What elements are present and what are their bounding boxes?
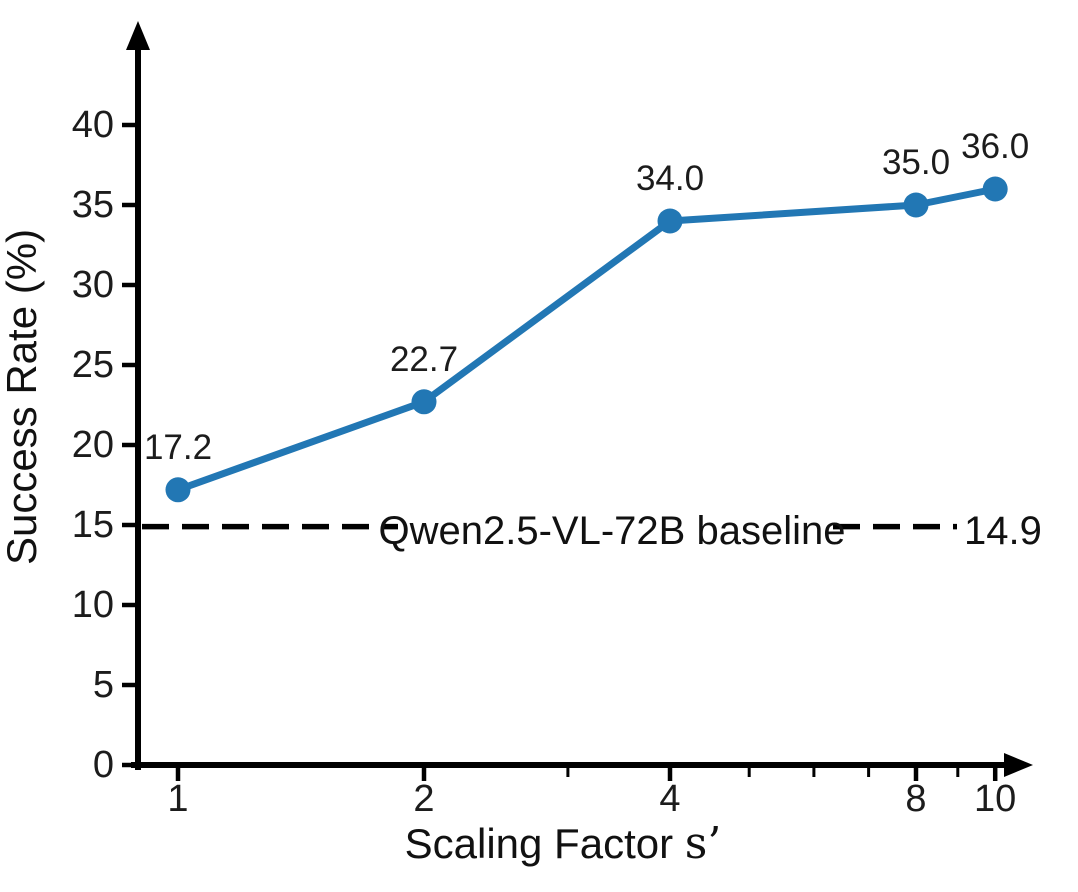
y-tick-label: 40 — [72, 104, 114, 146]
data-point — [411, 389, 437, 415]
x-axis-title-text: Scaling Factor — [405, 820, 685, 867]
y-tick-label: 25 — [72, 344, 114, 386]
x-axis-arrow-icon — [1004, 753, 1033, 777]
y-tick-label: 30 — [72, 264, 114, 306]
x-tick-label: 10 — [974, 778, 1016, 820]
data-point-label: 35.0 — [882, 143, 950, 182]
y-tick-label: 5 — [93, 664, 114, 706]
y-axis-arrow-icon — [126, 21, 150, 50]
x-axis-title: Scaling Factor s’ — [405, 818, 722, 869]
x-tick-label: 8 — [905, 778, 926, 820]
data-point-label: 22.7 — [390, 340, 458, 379]
chart-generated-layer: 17.2 22.7 34.0 35.0 36.0 1 2 4 8 10 0 5 10 15 20 25 30 35… — [72, 21, 1033, 820]
y-tick-label: 0 — [93, 744, 114, 786]
y-tick-label: 35 — [72, 184, 114, 226]
data-point — [903, 192, 929, 218]
x-tick-label: 2 — [413, 778, 434, 820]
x-tick-label: 1 — [167, 778, 188, 820]
data-point — [982, 176, 1008, 202]
y-tick-label: 15 — [72, 504, 114, 546]
series-line — [174, 185, 999, 494]
y-tick-label: 20 — [72, 424, 114, 466]
x-tick-label: 4 — [659, 778, 680, 820]
x-axis-title-math-var: s’ — [685, 818, 722, 869]
data-point-label: 36.0 — [961, 127, 1029, 166]
data-point — [165, 477, 191, 503]
y-tick-label: 10 — [72, 584, 114, 626]
data-point-label: 17.2 — [144, 428, 212, 467]
data-point — [657, 208, 683, 234]
baseline-label: Qwen2.5-VL-72B baseline — [379, 509, 846, 553]
data-point-label: 34.0 — [636, 159, 704, 198]
y-axis-title: Success Rate (%) — [0, 229, 45, 565]
baseline-value-label: 14.9 — [964, 509, 1042, 553]
